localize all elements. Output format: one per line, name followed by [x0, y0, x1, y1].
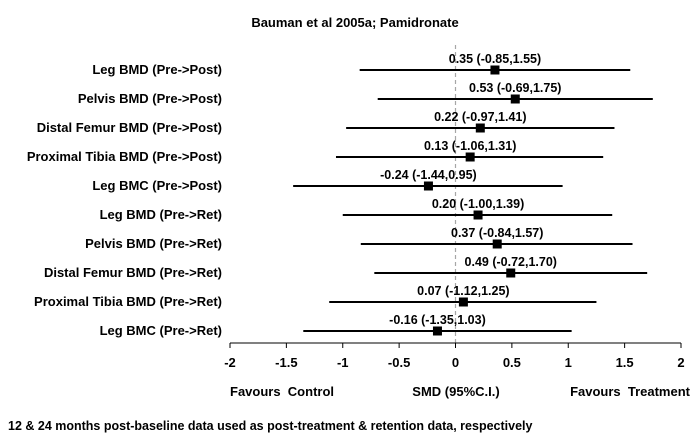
chart-title: Bauman et al 2005a; Pamidronate [251, 15, 458, 30]
row-label: Distal Femur BMD (Pre->Post) [37, 120, 222, 135]
forest-row: Pelvis BMD (Pre->Post) 0.53 (-0.69,1.75) [78, 81, 653, 106]
row-label: Leg BMC (Pre->Post) [92, 178, 222, 193]
forest-row: Proximal Tibia BMD (Pre->Ret) 0.07 (-1.12… [34, 284, 597, 309]
x-tick-label: 2 [677, 355, 684, 370]
estimate-label: 0.13 (-1.06,1.31) [424, 139, 516, 153]
favours-control-label: Favours Control [230, 384, 334, 399]
x-axis-label: SMD (95%C.I.) [412, 384, 499, 399]
estimate-label: 0.20 (-1.00,1.39) [432, 197, 524, 211]
x-tick-label: 1 [565, 355, 572, 370]
forest-row: Proximal Tibia BMD (Pre->Post) 0.13 (-1.0… [27, 139, 604, 164]
x-tick-label: -0.5 [388, 355, 410, 370]
row-label: Distal Femur BMD (Pre->Ret) [44, 265, 222, 280]
row-label: Proximal Tibia BMD (Pre->Post) [27, 149, 222, 164]
estimate-label: 0.37 (-0.84,1.57) [451, 226, 543, 240]
row-label: Proximal Tibia BMD (Pre->Ret) [34, 294, 222, 309]
x-axis-ticks: -2 -1.5 -1 -0.5 0 0.5 1 1.5 2 [224, 343, 685, 370]
estimate-marker [506, 268, 516, 278]
estimate-marker [423, 181, 433, 191]
forest-row: Leg BMC (Pre->Post) -0.24 (-1.44,0.95) [92, 168, 563, 193]
footnote: 12 & 24 months post-baseline data used a… [8, 419, 532, 433]
forest-rows: Leg BMD (Pre->Post) 0.35 (-0.85,1.55) Pelv… [27, 52, 653, 338]
forest-row: Leg BMD (Pre->Post) 0.35 (-0.85,1.55) [92, 52, 631, 77]
estimate-marker [465, 152, 475, 162]
estimate-marker [432, 326, 442, 336]
forest-row: Distal Femur BMD (Pre->Post) 0.22 (-0.97,… [37, 110, 615, 135]
forest-row: Leg BMC (Pre->Ret) -0.16 (-1.35,1.03) [100, 313, 572, 338]
favours-treatment-label: Favours Treatment [570, 384, 691, 399]
row-label: Leg BMD (Pre->Post) [92, 62, 222, 77]
row-label: Leg BMC (Pre->Ret) [100, 323, 222, 338]
estimate-marker [475, 123, 485, 133]
x-tick-label: -1.5 [275, 355, 297, 370]
estimate-label: -0.24 (-1.44,0.95) [380, 168, 477, 182]
row-label: Pelvis BMD (Pre->Ret) [85, 236, 222, 251]
estimate-marker [492, 239, 502, 249]
estimate-label: 0.49 (-0.72,1.70) [465, 255, 557, 269]
x-tick-label: 0 [452, 355, 459, 370]
estimate-label: 0.53 (-0.69,1.75) [469, 81, 561, 95]
row-label: Pelvis BMD (Pre->Post) [78, 91, 222, 106]
estimate-label: 0.22 (-0.97,1.41) [434, 110, 526, 124]
x-tick-label: -2 [224, 355, 236, 370]
estimate-label: -0.16 (-1.35,1.03) [389, 313, 486, 327]
forest-row: Pelvis BMD (Pre->Ret) 0.37 (-0.84,1.57) [85, 226, 633, 251]
estimate-marker [490, 65, 500, 75]
forest-row: Distal Femur BMD (Pre->Ret) 0.49 (-0.72,1… [44, 255, 648, 280]
x-tick-label: -1 [337, 355, 349, 370]
row-label: Leg BMD (Pre->Ret) [100, 207, 222, 222]
estimate-marker [510, 94, 520, 104]
estimate-label: 0.07 (-1.12,1.25) [417, 284, 509, 298]
x-tick-label: 0.5 [503, 355, 521, 370]
estimate-marker [458, 297, 468, 307]
estimate-label: 0.35 (-0.85,1.55) [449, 52, 541, 66]
x-tick-label: 1.5 [616, 355, 634, 370]
forest-row: Leg BMD (Pre->Ret) 0.20 (-1.00,1.39) [100, 197, 613, 222]
estimate-marker [473, 210, 483, 220]
